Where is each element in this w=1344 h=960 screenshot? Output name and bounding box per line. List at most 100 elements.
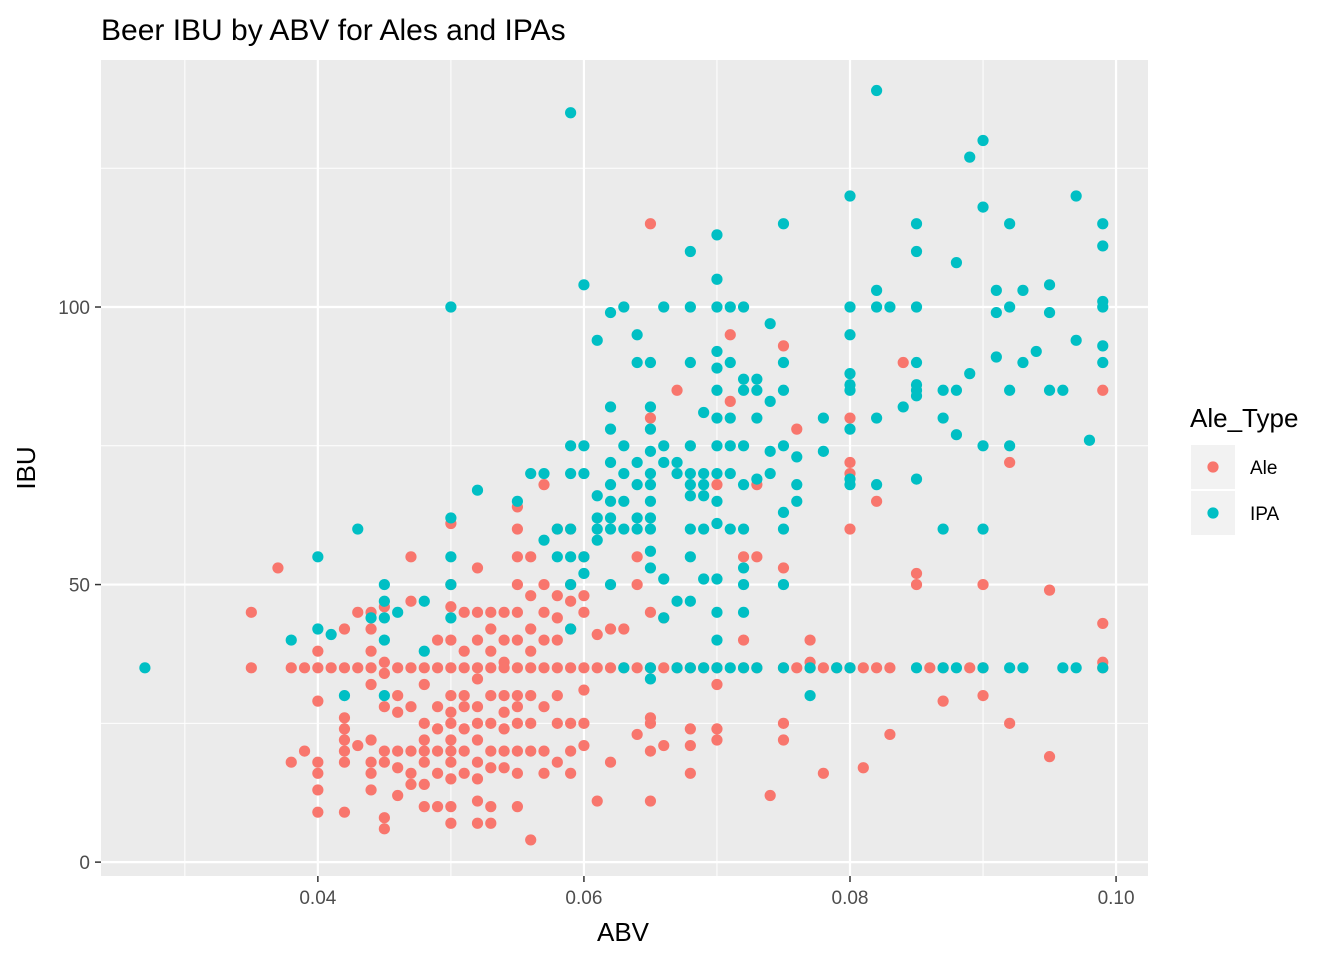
point-ale bbox=[272, 562, 284, 574]
legend-label-ale: Ale bbox=[1250, 458, 1277, 479]
point-ale bbox=[538, 701, 550, 713]
point-ale bbox=[445, 634, 457, 646]
point-ale bbox=[565, 717, 577, 729]
point-ipa bbox=[551, 551, 563, 563]
point-ipa bbox=[711, 362, 723, 374]
point-ale bbox=[445, 773, 457, 785]
point-ipa bbox=[1004, 662, 1016, 674]
point-ipa bbox=[631, 456, 643, 469]
point-ipa bbox=[1097, 356, 1109, 369]
point-ale bbox=[511, 634, 524, 646]
point-ale bbox=[844, 523, 856, 535]
data-points bbox=[139, 84, 1109, 846]
point-ale bbox=[924, 662, 936, 674]
point-ale bbox=[737, 634, 750, 646]
point-ipa bbox=[644, 401, 657, 413]
point-ale bbox=[604, 623, 617, 635]
point-ipa bbox=[698, 662, 710, 674]
point-ipa bbox=[565, 623, 577, 635]
point-ipa bbox=[844, 423, 856, 435]
point-ipa bbox=[724, 523, 736, 535]
point-ale bbox=[711, 479, 723, 491]
point-ipa bbox=[711, 301, 723, 313]
point-ipa bbox=[565, 467, 577, 480]
point-ipa bbox=[737, 301, 750, 313]
point-ipa bbox=[844, 384, 856, 396]
point-ipa bbox=[471, 484, 484, 496]
point-ipa bbox=[1017, 662, 1029, 674]
point-ipa bbox=[1070, 334, 1082, 346]
point-ipa bbox=[551, 523, 563, 535]
point-ipa bbox=[658, 301, 670, 313]
point-ale bbox=[538, 745, 550, 757]
point-ale bbox=[631, 728, 643, 741]
point-ale bbox=[1097, 384, 1109, 396]
point-ale bbox=[817, 662, 829, 674]
point-ipa bbox=[751, 662, 763, 674]
point-ale bbox=[711, 678, 723, 691]
point-ipa bbox=[684, 490, 696, 502]
point-ipa bbox=[684, 662, 696, 674]
point-ipa bbox=[764, 395, 776, 407]
point-ipa bbox=[325, 628, 337, 641]
point-ale bbox=[511, 689, 524, 702]
point-ipa bbox=[711, 495, 723, 507]
point-ipa bbox=[950, 384, 963, 396]
point-ipa bbox=[538, 534, 550, 546]
point-ale bbox=[392, 689, 404, 702]
point-ipa bbox=[684, 467, 696, 480]
point-ale bbox=[644, 717, 657, 729]
point-ale bbox=[511, 551, 524, 563]
point-ale bbox=[338, 623, 351, 635]
point-ale bbox=[392, 745, 404, 757]
point-ipa bbox=[1017, 284, 1029, 296]
point-ale bbox=[631, 578, 643, 591]
point-ipa bbox=[804, 662, 816, 674]
point-ipa bbox=[791, 451, 803, 463]
point-ale bbox=[658, 662, 670, 674]
point-ipa bbox=[591, 512, 603, 524]
point-ale bbox=[352, 739, 364, 752]
point-ale bbox=[471, 817, 484, 829]
point-ale bbox=[445, 734, 457, 746]
point-ale bbox=[471, 734, 484, 746]
point-ipa bbox=[378, 578, 390, 591]
point-ipa bbox=[1097, 240, 1109, 252]
point-ale bbox=[392, 706, 404, 718]
point-ale bbox=[498, 689, 510, 702]
point-ale bbox=[777, 340, 790, 352]
point-ale bbox=[471, 717, 484, 729]
point-ipa bbox=[644, 479, 657, 491]
point-ipa bbox=[950, 429, 963, 441]
point-ale bbox=[910, 578, 923, 591]
point-ipa bbox=[392, 606, 404, 618]
point-ale bbox=[485, 689, 497, 702]
point-ipa bbox=[1097, 662, 1109, 674]
point-ale bbox=[777, 734, 790, 746]
point-ipa bbox=[977, 440, 989, 452]
point-ipa bbox=[871, 301, 883, 313]
point-ipa bbox=[937, 523, 949, 535]
point-ale bbox=[392, 762, 404, 774]
point-ipa bbox=[418, 595, 430, 607]
point-ale bbox=[538, 578, 550, 591]
point-ale bbox=[298, 662, 311, 674]
point-ale bbox=[471, 756, 484, 768]
point-ipa bbox=[817, 445, 829, 457]
point-ipa bbox=[844, 329, 856, 341]
point-ale bbox=[378, 756, 390, 768]
point-ale bbox=[538, 662, 550, 674]
legend: Ale_Type Ale IPA bbox=[1190, 403, 1298, 535]
point-ale bbox=[551, 756, 563, 768]
point-ipa bbox=[1057, 384, 1069, 396]
point-ale bbox=[1097, 617, 1109, 630]
point-ipa bbox=[871, 84, 883, 97]
point-ipa bbox=[910, 218, 923, 230]
point-ale bbox=[565, 745, 577, 757]
point-ipa bbox=[777, 578, 790, 591]
point-ipa bbox=[711, 412, 723, 424]
point-ale bbox=[471, 773, 484, 785]
point-ale bbox=[378, 656, 390, 668]
point-ale bbox=[431, 745, 444, 757]
point-ipa bbox=[777, 384, 790, 396]
